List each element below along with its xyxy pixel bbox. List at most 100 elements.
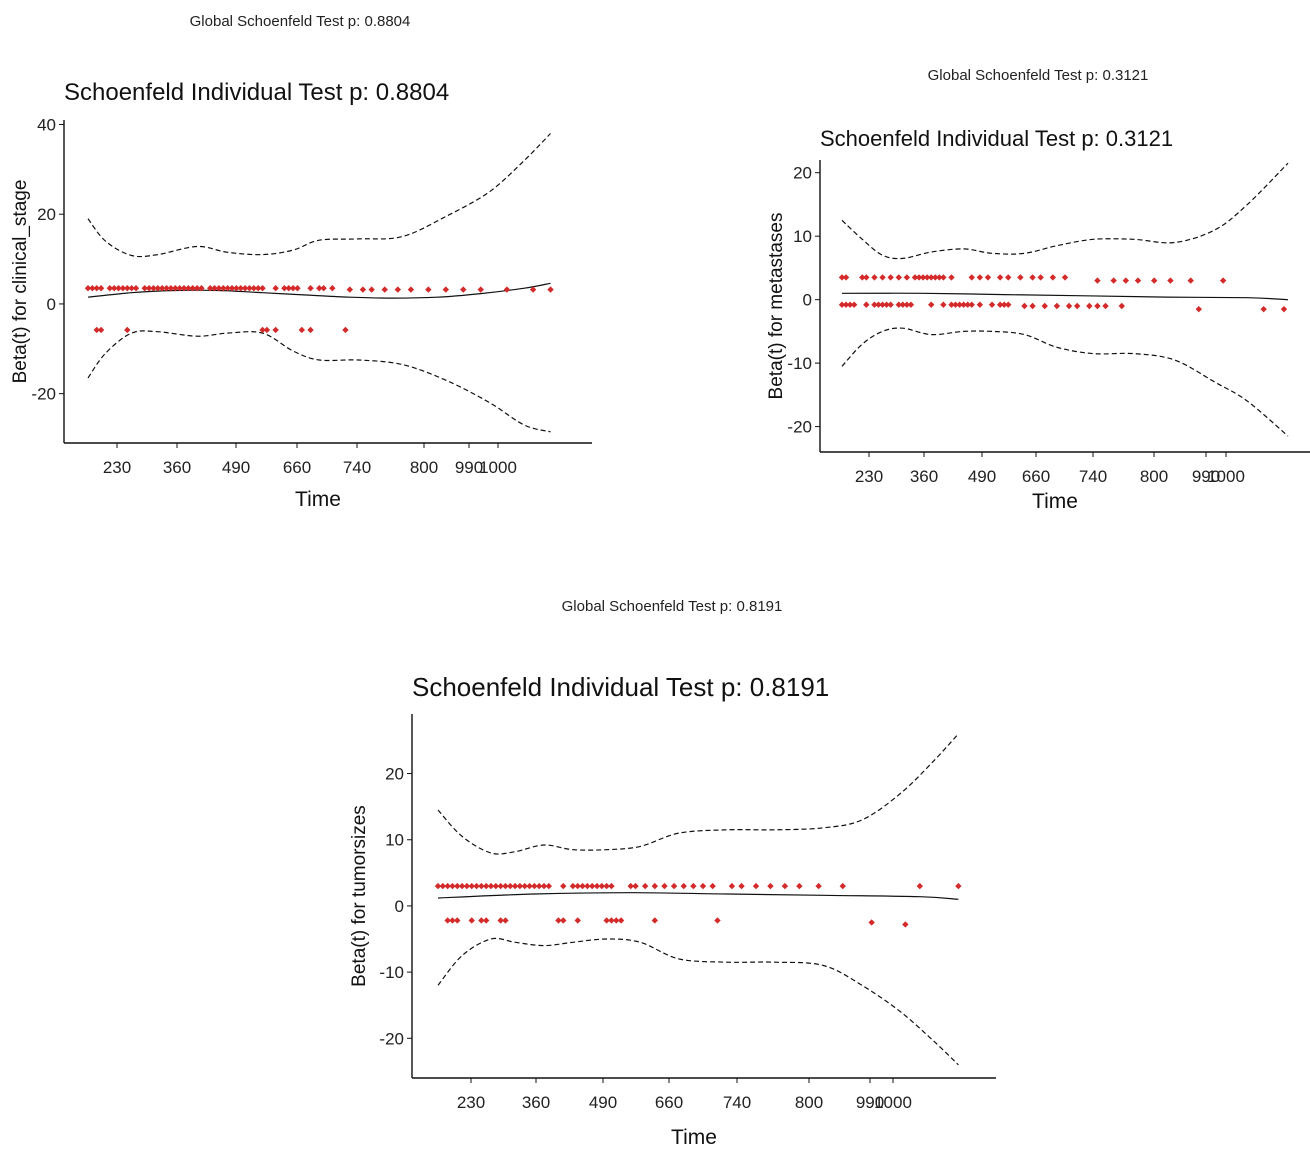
residual-point	[535, 882, 543, 890]
residual-point	[641, 882, 649, 890]
y-tick-label: 0	[47, 295, 56, 314]
residual-point	[948, 301, 955, 308]
residual-point	[502, 917, 509, 924]
residual-point	[613, 917, 620, 924]
residual-point	[250, 285, 258, 292]
panel-title: Schoenfeld Individual Test p: 0.8191	[412, 672, 829, 702]
residual-point	[932, 274, 939, 281]
residual-point	[632, 882, 639, 890]
x-tick-label: 800	[410, 458, 438, 477]
residual-point	[842, 274, 850, 281]
residual-point	[928, 274, 935, 281]
residual-point	[608, 917, 615, 924]
residual-point	[919, 274, 927, 281]
panel-title: Schoenfeld Individual Test p: 0.3121	[820, 126, 1173, 151]
residual-point	[584, 882, 591, 890]
residual-point	[233, 285, 240, 292]
residual-point	[547, 286, 554, 293]
y-tick-label: -20	[31, 385, 56, 404]
residual-point	[124, 326, 131, 334]
y-tick-label: 10	[385, 831, 404, 850]
x-tick-label: 740	[723, 1093, 751, 1112]
residual-point	[368, 286, 375, 293]
residual-point	[1086, 302, 1093, 310]
residual-point	[574, 882, 581, 890]
residual-point	[487, 882, 495, 890]
y-tick-label: 0	[803, 291, 812, 310]
residual-point	[1094, 302, 1101, 310]
residual-point	[237, 285, 244, 292]
residual-point	[883, 301, 890, 308]
residual-point	[936, 274, 943, 281]
residual-point	[473, 882, 480, 890]
residual-point	[150, 285, 157, 292]
residual-point	[272, 326, 279, 334]
residual-point	[285, 285, 292, 292]
residual-point	[1134, 277, 1142, 284]
residual-point	[307, 326, 314, 334]
residual-point	[468, 917, 475, 924]
x-tick-label: 800	[795, 1093, 823, 1112]
residual-point	[996, 274, 1004, 281]
x-axis-title: Time	[1032, 490, 1078, 513]
y-tick-label: 20	[385, 765, 404, 784]
x-tick-label: 800	[1140, 467, 1168, 486]
residual-point	[1029, 274, 1036, 281]
residual-point	[976, 301, 984, 308]
residual-point	[1280, 305, 1288, 313]
residual-point	[899, 301, 907, 308]
residual-point	[93, 285, 100, 292]
residual-point	[948, 274, 955, 281]
residual-point	[1065, 302, 1073, 310]
ci-lower-line	[87, 330, 551, 433]
residual-point	[458, 882, 466, 890]
x-tick-label: 230	[103, 458, 131, 477]
x-tick-label: 990	[455, 458, 483, 477]
ci-upper-line	[437, 733, 959, 855]
residual-point	[875, 301, 882, 308]
residual-point	[434, 882, 442, 890]
x-tick-label: 1000	[479, 458, 517, 477]
residual-point	[1187, 277, 1194, 284]
x-tick-label: 490	[968, 467, 996, 486]
residual-point	[846, 301, 854, 308]
residual-point	[651, 917, 659, 924]
residual-point	[996, 301, 1004, 308]
residual-point	[603, 917, 610, 924]
residual-point	[97, 326, 105, 334]
y-tick-label: -20	[787, 418, 812, 437]
residual-point	[863, 274, 870, 281]
residual-point	[907, 301, 915, 308]
residual-point	[738, 882, 745, 890]
residual-point	[574, 917, 581, 924]
residual-point	[141, 285, 148, 292]
residual-point	[598, 882, 606, 890]
residual-point	[531, 882, 538, 890]
residual-point	[526, 882, 533, 890]
x-tick-label: 660	[1022, 467, 1050, 486]
residual-point	[709, 882, 716, 890]
residual-point	[767, 882, 774, 890]
residual-point	[89, 285, 96, 292]
residual-point	[1260, 305, 1267, 313]
residual-point	[839, 882, 846, 890]
x-tick-label: 360	[522, 1093, 550, 1112]
x-tick-label: 490	[222, 458, 250, 477]
residual-point	[294, 285, 301, 292]
chart-panel-3: Global Schoenfeld Test p: 0.8191 Schoenfe…	[349, 598, 996, 1149]
y-tick-label: 20	[37, 205, 56, 224]
residual-point	[593, 882, 601, 890]
global-test-title: Global Schoenfeld Test p: 0.8191	[562, 598, 783, 615]
x-tick-label: 1000	[1207, 467, 1245, 486]
residual-point	[903, 301, 911, 308]
fit-line	[437, 892, 959, 900]
residual-point	[651, 882, 659, 890]
residual-point	[670, 882, 678, 890]
residual-point	[425, 286, 432, 293]
residual-point	[316, 285, 323, 292]
residual-point	[617, 917, 625, 924]
residual-point	[627, 882, 634, 890]
residual-point	[838, 301, 846, 308]
residual-point	[603, 882, 610, 890]
y-tick-label: -10	[787, 354, 812, 373]
